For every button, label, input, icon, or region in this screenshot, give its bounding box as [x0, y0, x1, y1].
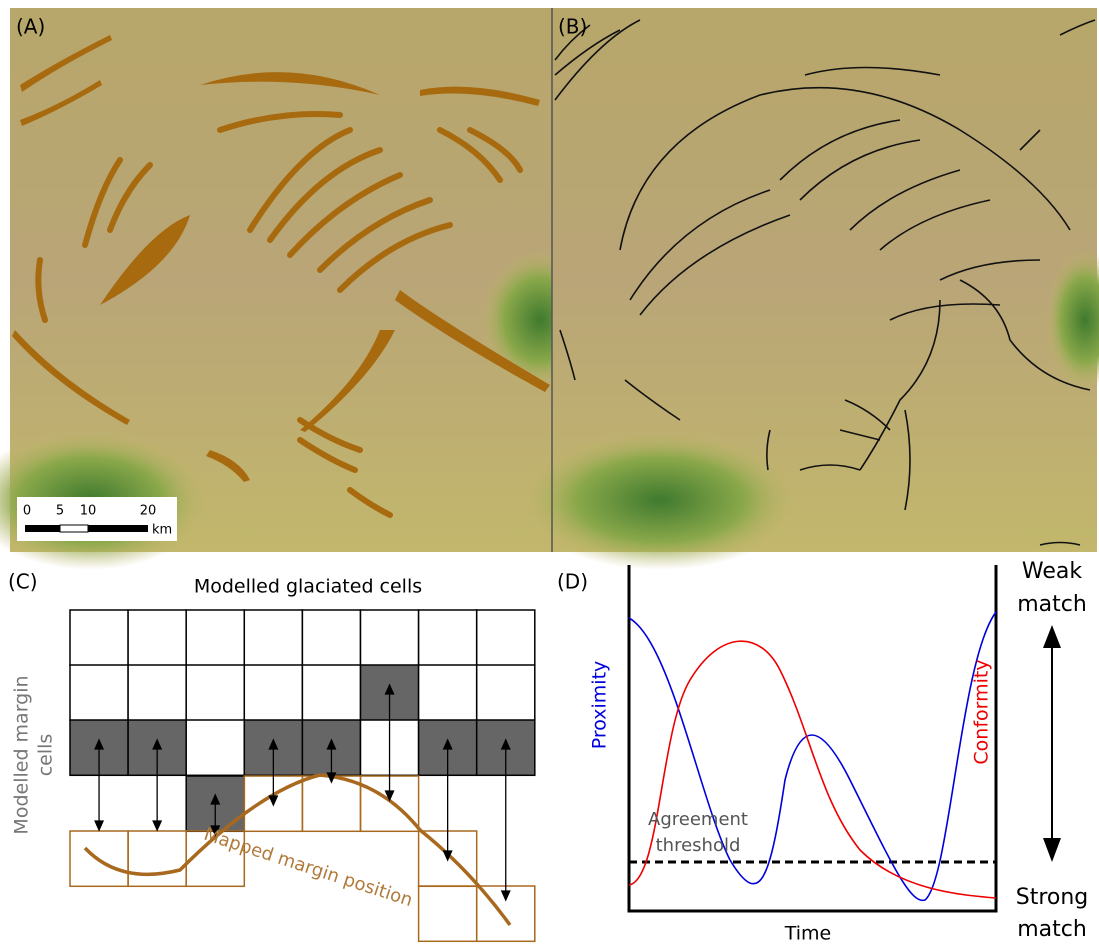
- cell: [419, 610, 477, 665]
- cell: [477, 665, 535, 720]
- cell: [419, 665, 477, 720]
- bottom-label: match: [1017, 917, 1087, 942]
- cell: [70, 665, 128, 720]
- side-label: cells: [35, 734, 57, 777]
- cell: [302, 610, 360, 665]
- curve-label: Proximity: [589, 661, 611, 750]
- scale-bar: 0 5 10 20 km: [17, 497, 177, 541]
- top-label: match: [1017, 592, 1087, 617]
- cell: [186, 720, 244, 775]
- cell: [477, 610, 535, 665]
- cell: [361, 610, 419, 665]
- cell: [244, 610, 302, 665]
- panel-label: (A): [16, 15, 45, 39]
- panel-label: (D): [557, 570, 588, 594]
- scale-unit: km: [152, 523, 172, 538]
- map-a: (A) 0 5 10 20 km: [0, 8, 600, 570]
- top-label: Modelled glaciated cells: [194, 576, 422, 598]
- bottom-label: Strong: [1016, 885, 1089, 910]
- curve-label: Mapped margin position: [201, 824, 415, 911]
- top-label: Weak: [1022, 559, 1082, 584]
- panel-label: (B): [558, 15, 587, 39]
- cell: [128, 665, 186, 720]
- panel-c: (C) Modelled glaciated cells Modelled ma…: [8, 570, 535, 942]
- cell: [186, 610, 244, 665]
- cell: [244, 665, 302, 720]
- scale-tick: 10: [80, 504, 97, 519]
- threshold-label: threshold: [656, 835, 741, 856]
- panel-d: (D) Proximity Conformity Agreement thres…: [557, 559, 1088, 945]
- scale-tick: 0: [23, 504, 31, 519]
- curve-label: Conformity: [971, 659, 993, 764]
- threshold-label: Agreement: [648, 809, 748, 830]
- cell: [302, 776, 360, 831]
- cell: [70, 610, 128, 665]
- cell: [128, 831, 186, 886]
- map-b: (B): [520, 8, 1099, 570]
- side-label: Modelled margin: [11, 675, 33, 834]
- cell: [128, 610, 186, 665]
- panel-label: (C): [8, 570, 38, 594]
- cell: [186, 665, 244, 720]
- scale-tick: 5: [56, 504, 64, 519]
- x-label: Time: [784, 923, 832, 945]
- cell: [302, 665, 360, 720]
- figure: (A) 0 5 10 20 km: [0, 0, 1099, 945]
- cell: [419, 886, 477, 941]
- scale-tick: 20: [140, 504, 157, 519]
